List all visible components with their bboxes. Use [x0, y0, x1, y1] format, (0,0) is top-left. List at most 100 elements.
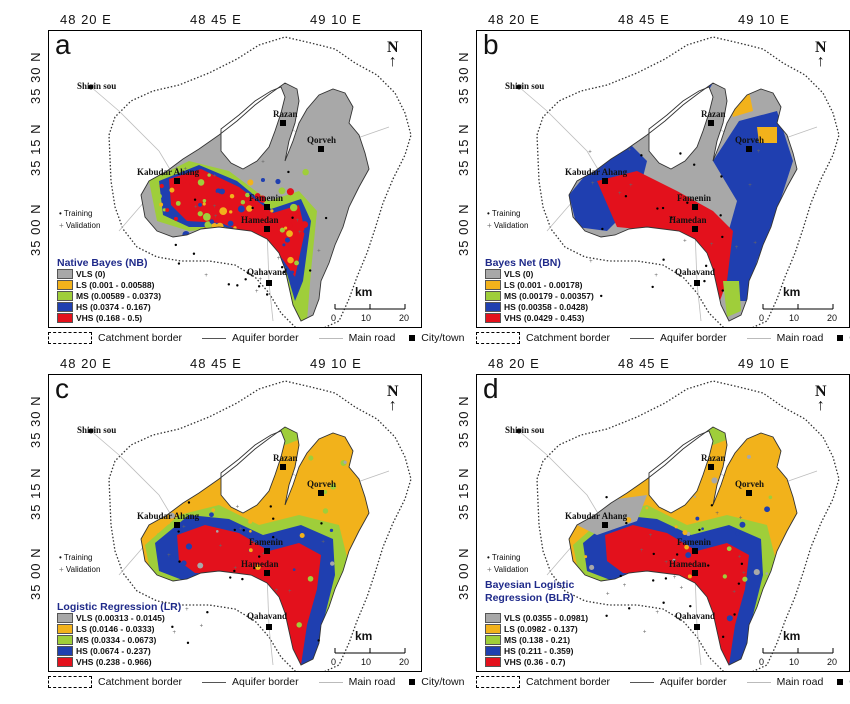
- catchment-border-swatch: [48, 332, 92, 344]
- legend-item-ls: LS (0.0146 - 0.0333): [57, 624, 154, 634]
- city-marker: [708, 120, 714, 126]
- city-marker-icon: [837, 679, 843, 685]
- legend-label: VHS (0.168 - 0.5): [76, 313, 142, 323]
- aquifer-label: Aquifer border: [232, 332, 299, 344]
- legend-label: VLS (0.00313 - 0.0145): [76, 613, 165, 623]
- north-arrow-icon: N ↑: [815, 385, 827, 413]
- city-label-razan: Razan: [701, 109, 726, 119]
- legend-item-ms: MS (0.00179 - 0.00357): [485, 291, 594, 301]
- aquifer-label: Aquifer border: [232, 676, 299, 688]
- training-point: [228, 283, 230, 285]
- city-marker: [708, 464, 714, 470]
- longitude-label: 48 45 E: [190, 12, 242, 27]
- city-label-shirin: Shirin sou: [77, 425, 116, 435]
- training-point: [605, 615, 607, 617]
- legend-item-vls: VLS (0.0355 - 0.0981): [485, 613, 588, 623]
- legend-swatch: [57, 269, 73, 279]
- training-point: [738, 582, 740, 584]
- validation-point: +: [275, 588, 279, 594]
- city-marker: [318, 146, 324, 152]
- legend-label: HS (0.0374 - 0.167): [76, 302, 151, 312]
- catchment-label: Catchment border: [526, 676, 610, 688]
- legend-item-ms: MS (0.00589 - 0.0373): [57, 291, 161, 301]
- city-label-qorveh: Qorveh: [735, 479, 764, 489]
- training-point: [194, 199, 196, 201]
- training-point: [229, 576, 231, 578]
- legend-item-ls: LS (0.001 - 0.00588): [57, 280, 154, 290]
- city-label-hamedan: Hamedan: [241, 559, 279, 569]
- map-key: Catchment borderAquifer borderMain roadC…: [476, 332, 850, 344]
- training-point: [662, 602, 664, 604]
- validation-point: +: [214, 214, 218, 220]
- training-point: [689, 605, 691, 607]
- scale-tick-label: 0: [759, 313, 764, 323]
- longitude-label: 48 20 E: [488, 12, 540, 27]
- scale-bar: [761, 303, 841, 313]
- validation-point: +: [317, 249, 321, 255]
- validation-point: +: [236, 505, 240, 511]
- validation-point: +: [753, 240, 757, 246]
- scale-tick-label: 0: [759, 657, 764, 667]
- north-arrow-icon: N ↑: [815, 41, 827, 69]
- legend-label: LS (0.001 - 0.00588): [76, 280, 154, 290]
- legend-swatch: [57, 646, 73, 656]
- validation-point: +: [628, 148, 632, 154]
- legend-item-ms: MS (0.0334 - 0.0673): [57, 635, 156, 645]
- legend-swatch: [485, 624, 501, 634]
- validation-point: +: [258, 277, 262, 283]
- longitude-label: 48 45 E: [618, 12, 670, 27]
- scale-tick-label: 20: [399, 657, 409, 667]
- training-point: [719, 214, 721, 216]
- training-label: Training: [64, 209, 93, 218]
- training-point: [698, 529, 700, 531]
- training-point: [317, 639, 319, 641]
- city-marker: [174, 522, 180, 528]
- aquifer-border-swatch: [630, 682, 654, 683]
- validation-point: +: [710, 242, 714, 248]
- map-panel-c: 48 20 E 48 45 E 49 10 E 35 30 N 35 15 N 35 00…: [0, 344, 428, 688]
- training-point: [679, 152, 681, 154]
- training-point: [258, 555, 260, 557]
- city-label-famenin: Famenin: [677, 537, 711, 547]
- catchment-label: Catchment border: [98, 676, 182, 688]
- legend-item-ms: MS (0.138 - 0.21): [485, 635, 570, 645]
- city-marker: [266, 280, 272, 286]
- training-label: Training: [492, 209, 521, 218]
- training-point: [241, 578, 243, 580]
- city-marker-icon: [837, 335, 843, 341]
- validation-point: +: [673, 575, 677, 581]
- legend-swatch: [485, 657, 501, 667]
- city-label-shirin: Shirin sou: [77, 81, 116, 91]
- training-point: [178, 560, 180, 562]
- legend-item-hs: HS (0.0674 - 0.237): [57, 646, 151, 656]
- validation-label: Validation: [66, 565, 101, 574]
- city-marker: [266, 624, 272, 630]
- training-point: [662, 207, 664, 209]
- training-point: [625, 195, 627, 197]
- legend-label: VHS (0.238 - 0.966): [76, 657, 152, 667]
- legend-item-vls: VLS (0.00313 - 0.0145): [57, 613, 165, 623]
- validation-point: +: [182, 525, 186, 531]
- road-label: Main road: [777, 676, 824, 688]
- legend-swatch: [57, 280, 73, 290]
- training-point: [187, 642, 189, 644]
- scale-unit: km: [783, 285, 800, 299]
- latitude-label: 35 30 N: [456, 395, 471, 448]
- validation-point: +: [739, 515, 743, 521]
- map-panel-d: 48 20 E 48 45 E 49 10 E 35 30 N 35 15 N 35 00…: [428, 344, 850, 688]
- training-point: [628, 607, 630, 609]
- legend-swatch: [485, 646, 501, 656]
- training-point: [693, 164, 695, 166]
- legend-label: MS (0.00589 - 0.0373): [76, 291, 161, 301]
- longitude-label: 49 10 E: [738, 12, 790, 27]
- scale-unit: km: [783, 629, 800, 643]
- scale-bar: [761, 647, 841, 657]
- city-marker: [694, 624, 700, 630]
- legend-swatch: [485, 313, 501, 323]
- training-point: [243, 529, 245, 531]
- validation-point: +: [288, 589, 292, 595]
- legend-item-ls: LS (0.0982 - 0.137): [485, 624, 578, 634]
- city-label-kabudar: Kabudar Ahang: [565, 511, 627, 521]
- legend-item-vls: VLS (0): [485, 269, 533, 279]
- city-label-razan: Razan: [273, 109, 298, 119]
